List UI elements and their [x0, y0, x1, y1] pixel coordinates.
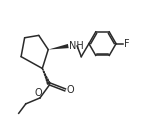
Polygon shape [45, 76, 47, 78]
Polygon shape [47, 82, 50, 84]
Text: NH: NH [69, 41, 84, 51]
Text: F: F [124, 39, 129, 49]
Polygon shape [44, 74, 46, 76]
Polygon shape [48, 44, 69, 50]
Polygon shape [43, 71, 44, 73]
Polygon shape [46, 79, 49, 81]
Text: O: O [35, 88, 43, 98]
Polygon shape [42, 68, 43, 70]
Text: O: O [66, 85, 74, 95]
